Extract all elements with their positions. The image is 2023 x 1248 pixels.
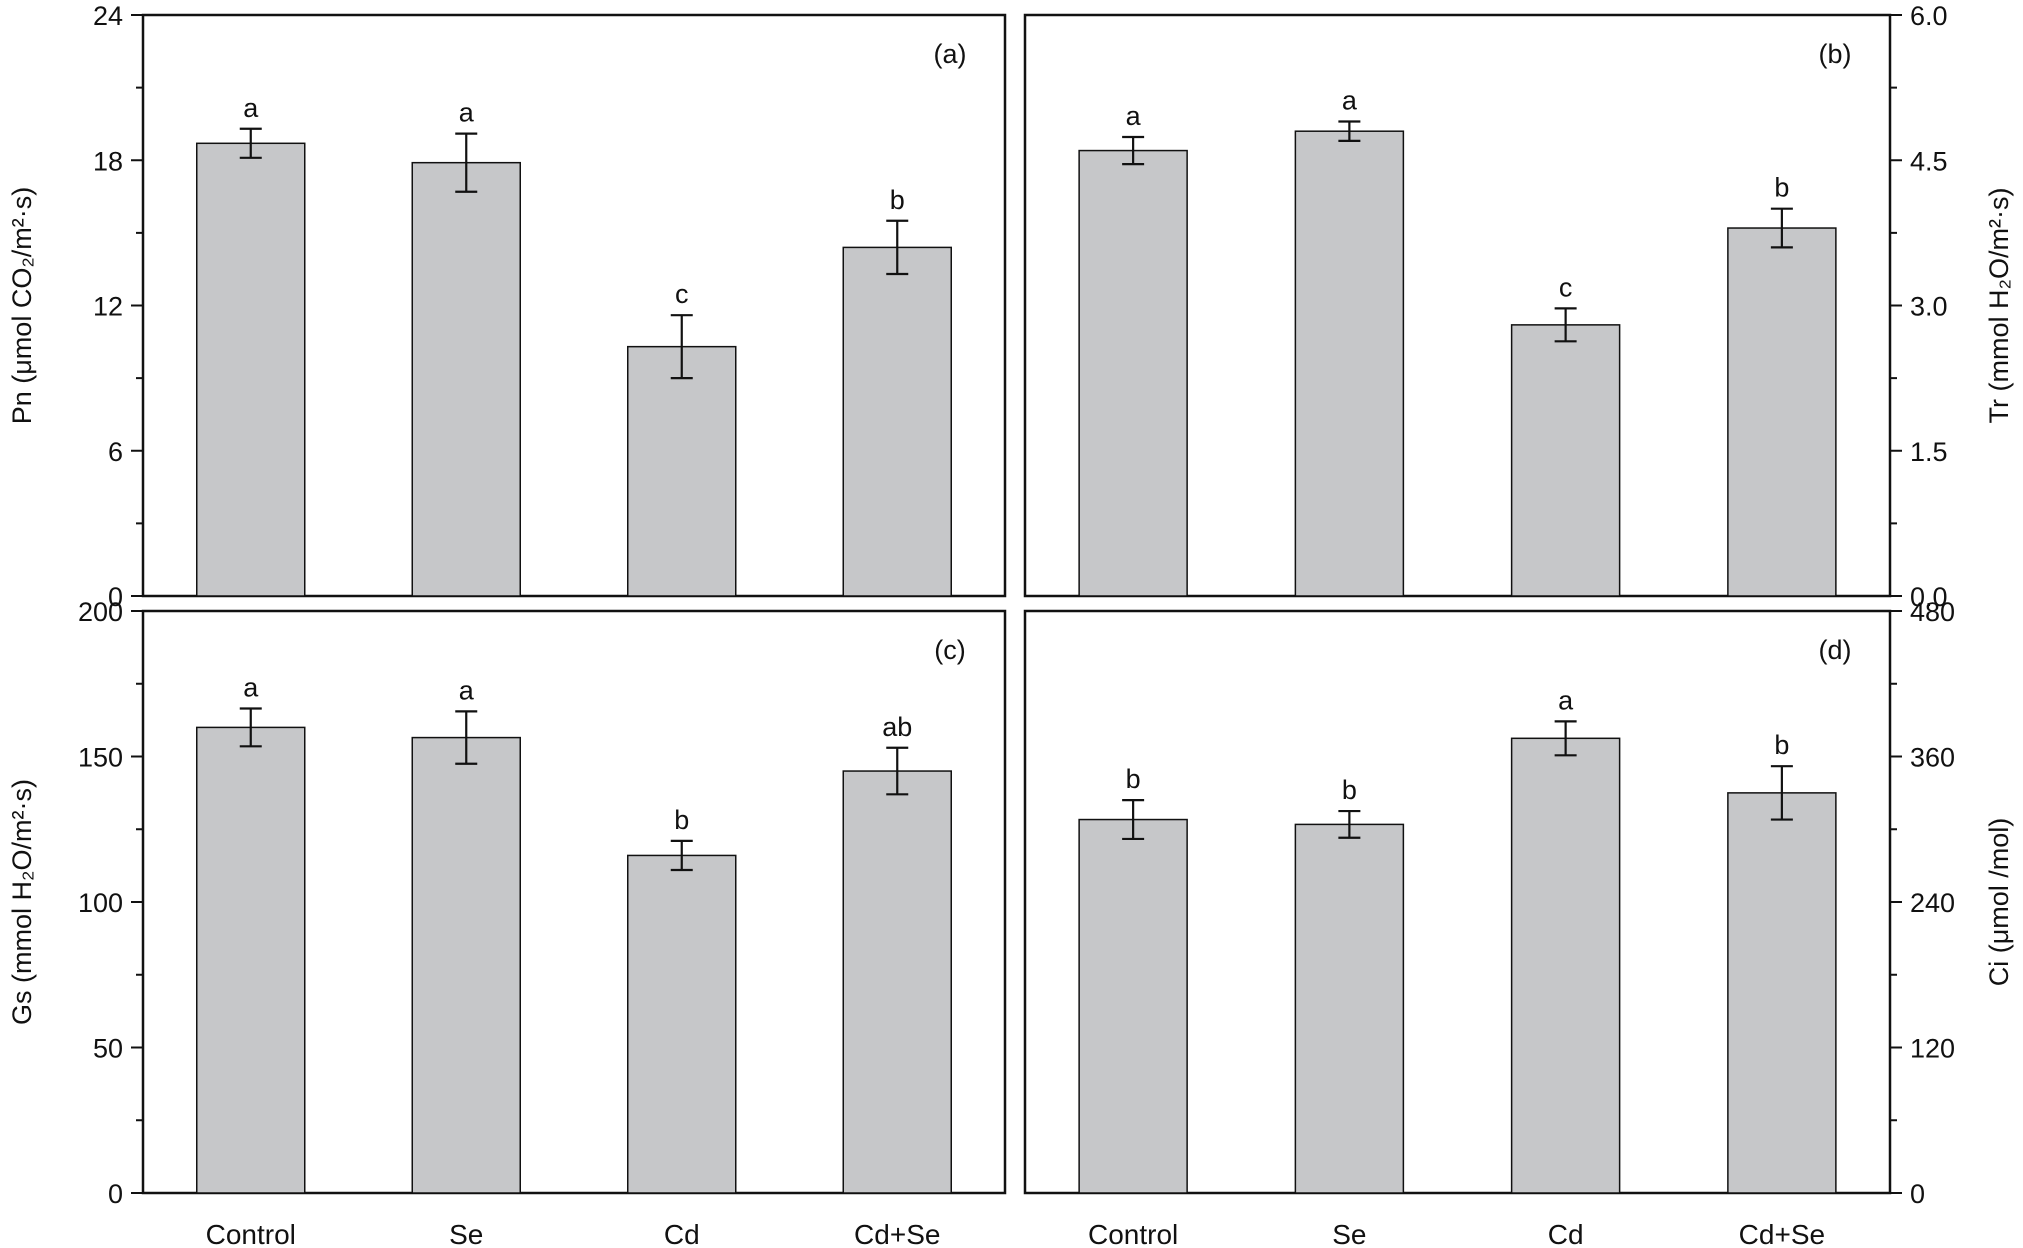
y-tick-label: 18 — [93, 146, 123, 176]
y-tick-label: 0 — [108, 1179, 123, 1209]
significance-letter: ab — [882, 712, 912, 742]
bar-control — [196, 726, 306, 1194]
significance-letter: b — [1342, 775, 1357, 805]
y-tick-label: 0 — [1910, 1179, 1925, 1209]
y-axis-label: Tr (mmol H₂O/m²·s) — [1984, 188, 2014, 424]
bar-control — [1078, 818, 1188, 1194]
y-axis-label: Ci (μmol /mol) — [1984, 818, 2014, 987]
bar-cd — [1510, 324, 1621, 597]
y-tick-label: 4.5 — [1910, 146, 1948, 176]
y-tick-label: 1.5 — [1910, 437, 1948, 467]
bar-control — [196, 142, 306, 597]
bar-cd-plus-se — [1727, 227, 1837, 597]
significance-letter: b — [674, 805, 689, 835]
significance-letter: a — [243, 672, 259, 702]
bar-cd-plus-se — [842, 246, 952, 597]
x-tick-label: Cd — [1548, 1219, 1584, 1248]
y-tick-label: 3.0 — [1910, 292, 1948, 322]
x-tick-label: Cd+Se — [1739, 1219, 1825, 1248]
y-tick-label: 100 — [78, 888, 123, 918]
panel-label: (a) — [934, 39, 967, 69]
bar-cd — [627, 345, 737, 597]
bar-se — [1294, 823, 1405, 1194]
y-tick-label: 0 — [108, 582, 123, 612]
y-tick-label: 6 — [108, 437, 123, 467]
panel-d: 0 120 240 360 480 Ci (μmol /mol) (d) b Control b S… — [1023, 597, 2014, 1248]
y-tick-label: 50 — [93, 1034, 123, 1064]
significance-letter: c — [1559, 272, 1573, 302]
significance-letter: a — [1342, 86, 1358, 116]
significance-letter: a — [459, 98, 475, 128]
panel-b: 0.0 1.5 3.0 4.5 6.0 Tr (mmol H₂O/m²·s) (b) a a c b — [1023, 1, 2014, 612]
significance-letter: b — [1126, 764, 1141, 794]
x-tick-label: Control — [206, 1219, 296, 1248]
y-tick-label: 150 — [78, 743, 123, 773]
panel-a: 0 6 12 18 24 Pn (μmol CO₂/m²·s) (a) a a c b — [7, 1, 1007, 612]
panel-label: (d) — [1819, 635, 1852, 665]
y-axis-label: Gs (mmol H₂O/m²·s) — [7, 779, 37, 1025]
significance-letter: b — [1774, 730, 1789, 760]
significance-letter: a — [1126, 101, 1142, 131]
bar-se — [411, 736, 521, 1194]
panel-c: 0 50 100 150 200 Gs (mmol H₂O/m²·s) (c) a Contro… — [7, 597, 1007, 1248]
panel-label: (b) — [1819, 39, 1852, 69]
significance-letter: c — [675, 279, 689, 309]
x-tick-label: Se — [449, 1219, 483, 1248]
significance-letter: b — [1774, 173, 1789, 203]
x-tick-label: Cd+Se — [854, 1219, 940, 1248]
y-tick-label: 120 — [1910, 1034, 1955, 1064]
significance-letter: b — [890, 185, 905, 215]
significance-letter: a — [243, 93, 259, 123]
bar-se — [1294, 130, 1405, 597]
panel-label: (c) — [934, 635, 965, 665]
y-tick-label: 200 — [78, 597, 123, 627]
y-axis-label: Pn (μmol CO₂/m²·s) — [7, 187, 37, 425]
significance-letter: a — [1558, 685, 1574, 715]
y-tick-label: 6.0 — [1910, 1, 1948, 31]
y-tick-label: 12 — [93, 292, 123, 322]
y-tick-label: 0.0 — [1910, 582, 1948, 612]
y-tick-label: 480 — [1910, 597, 1955, 627]
bar-cd-plus-se — [1727, 792, 1837, 1194]
y-tick-label: 24 — [93, 1, 123, 31]
significance-letter: a — [459, 675, 475, 705]
bar-cd-plus-se — [842, 770, 952, 1194]
y-tick-label: 240 — [1910, 888, 1955, 918]
bar-cd — [1510, 737, 1621, 1194]
x-tick-label: Se — [1332, 1219, 1366, 1248]
x-tick-label: Control — [1088, 1219, 1178, 1248]
y-tick-label: 360 — [1910, 743, 1955, 773]
x-tick-label: Cd — [664, 1219, 700, 1248]
bar-cd — [627, 854, 737, 1194]
bar-se — [411, 161, 521, 597]
bar-control — [1078, 149, 1188, 597]
